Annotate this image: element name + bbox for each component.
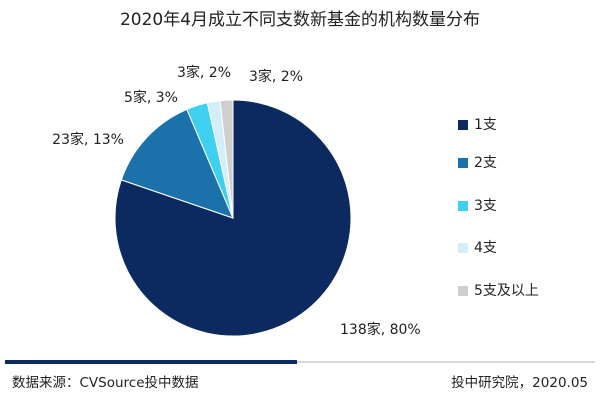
legend-swatch — [458, 120, 468, 130]
legend-swatch — [458, 243, 468, 253]
legend-label: 3支 — [474, 198, 497, 214]
legend-label: 2支 — [474, 155, 497, 171]
credit: 投中研究院，2020.05 — [451, 375, 588, 391]
legend-swatch — [458, 201, 468, 211]
pie-slice — [219, 99, 234, 219]
pie-slice — [120, 108, 234, 219]
data-label: 138家, 80% — [340, 321, 421, 338]
data-label: 5家, 3% — [124, 89, 178, 106]
source: 数据来源：CVSource投中数据 — [12, 375, 199, 391]
data-label: 3家, 2% — [177, 64, 231, 81]
legend-swatch — [458, 158, 468, 168]
legend-label: 1支 — [474, 117, 497, 133]
legend-swatch — [458, 286, 468, 296]
legend-label: 4支 — [474, 240, 497, 256]
chart-title: 2020年4月成立不同支数新基金的机构数量分布 — [120, 10, 480, 30]
legend-label: 5支及以上 — [474, 283, 539, 299]
data-label: 23家, 13% — [52, 131, 124, 148]
data-label: 3家, 2% — [249, 68, 303, 85]
